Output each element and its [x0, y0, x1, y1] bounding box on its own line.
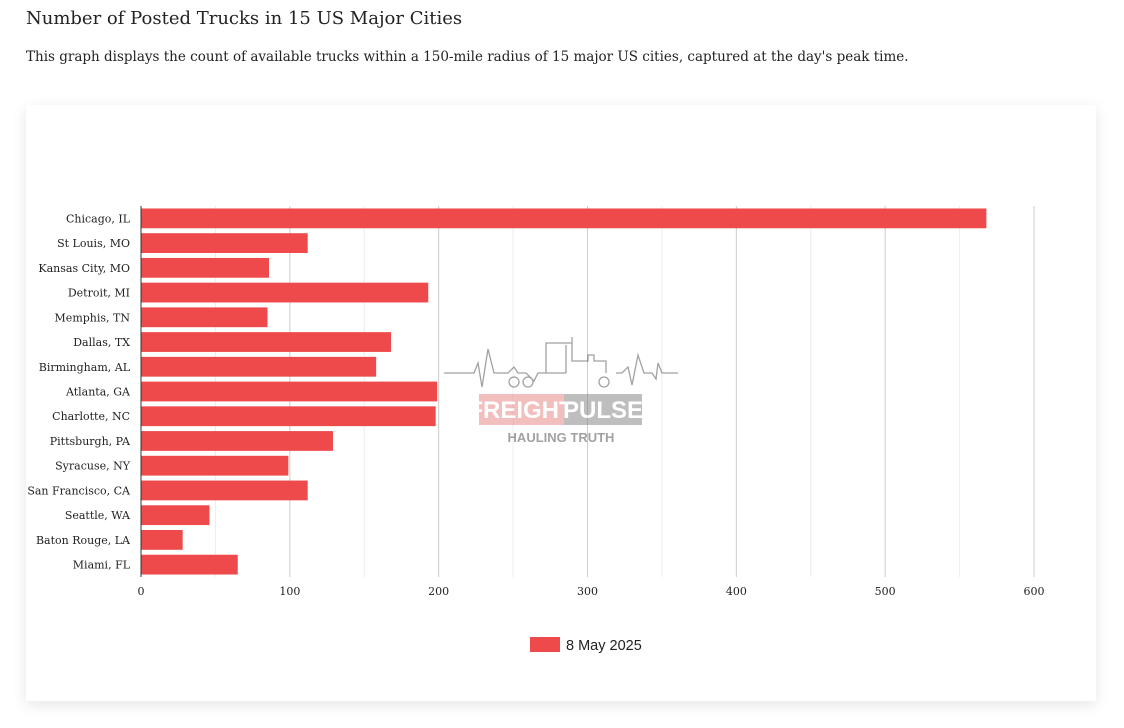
page-description: This graph displays the count of availab… — [26, 49, 909, 65]
category-label: Charlotte, NC — [52, 410, 130, 423]
category-label: Seattle, WA — [65, 509, 131, 522]
chart-legend: 8 May 2025 — [530, 637, 642, 654]
bars-layer — [141, 208, 987, 575]
bar[interactable] — [141, 455, 289, 476]
bar[interactable] — [141, 332, 392, 352]
truck-wheel-icon — [598, 376, 610, 388]
legend-swatch[interactable] — [530, 637, 560, 652]
x-tick-label: 100 — [279, 585, 300, 598]
bar[interactable] — [141, 480, 308, 501]
x-tick-label: 0 — [138, 585, 145, 598]
axis-layer: Chicago, IL St Louis, MO Kansas City, MO De… — [27, 206, 1045, 598]
brand-right-box — [564, 394, 642, 425]
bar[interactable] — [141, 431, 333, 451]
category-label: Pittsburgh, PA — [50, 435, 131, 448]
brand-right-text: PULSE — [563, 397, 643, 424]
category-label: Memphis, TN — [55, 311, 131, 324]
category-label: Detroit, MI — [68, 287, 130, 300]
category-label: Baton Rouge, LA — [36, 534, 131, 547]
category-label: Atlanta, GA — [65, 386, 131, 399]
x-tick-label: 600 — [1024, 585, 1045, 598]
bar[interactable] — [141, 282, 429, 303]
x-tick-label: 500 — [875, 585, 896, 598]
bar[interactable] — [141, 406, 436, 427]
page-title: Number of Posted Trucks in 15 US Major C… — [26, 8, 463, 29]
category-label: San Francisco, CA — [27, 484, 131, 497]
legend-label[interactable]: 8 May 2025 — [566, 638, 642, 654]
bar[interactable] — [141, 257, 269, 278]
grid-layer — [214, 206, 1035, 577]
bar[interactable] — [141, 554, 238, 575]
category-label: Chicago, IL — [66, 212, 131, 225]
bar[interactable] — [141, 505, 210, 526]
chart-card: Chicago, IL St Louis, MO Kansas City, MO De… — [26, 105, 1096, 701]
category-label: Syracuse, NY — [55, 460, 131, 473]
freight-pulse-watermark: FREIGHT PULSE HAULING TRUTH — [444, 337, 678, 445]
bar[interactable] — [141, 233, 308, 253]
bar-chart: Chicago, IL St Louis, MO Kansas City, MO De… — [27, 206, 1045, 654]
category-label: Dallas, TX — [73, 336, 130, 349]
heartbeat-truck-icon — [444, 337, 678, 388]
bar[interactable] — [141, 208, 987, 229]
category-label: Birmingham, AL — [39, 361, 131, 374]
bar[interactable] — [141, 530, 183, 550]
brand-left-text: FREIGHT — [468, 397, 574, 424]
brand-left-box — [479, 394, 564, 425]
x-tick-label: 200 — [428, 585, 449, 598]
x-tick-label: 400 — [726, 585, 747, 598]
brand-tagline: HAULING TRUTH — [508, 430, 615, 445]
truck-wheel-icon — [522, 376, 534, 388]
category-label: St Louis, MO — [57, 237, 130, 250]
x-tick-label: 300 — [577, 585, 598, 598]
truck-wheel-icon — [508, 376, 520, 388]
category-label: Miami, FL — [73, 559, 131, 572]
bar[interactable] — [141, 356, 377, 377]
bar[interactable] — [141, 381, 438, 402]
category-label: Kansas City, MO — [38, 262, 130, 275]
bar[interactable] — [141, 307, 268, 328]
